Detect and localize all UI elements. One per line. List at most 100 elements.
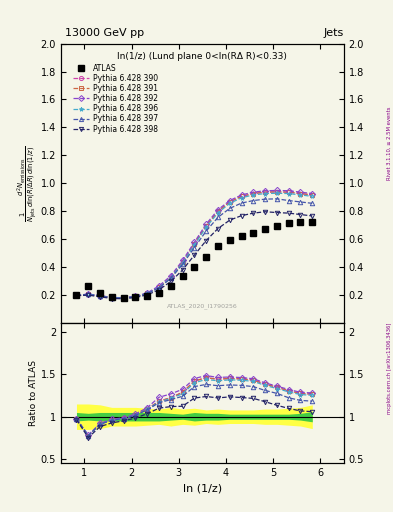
Pythia 6.428 390 bbox=[180, 259, 185, 265]
Pythia 6.428 392 bbox=[239, 192, 244, 198]
ATLAS bbox=[180, 273, 185, 279]
ATLAS bbox=[133, 294, 138, 300]
Pythia 6.428 391 bbox=[286, 189, 291, 195]
Pythia 6.428 398 bbox=[204, 238, 209, 244]
Pythia 6.428 397 bbox=[251, 198, 256, 204]
Pythia 6.428 396 bbox=[86, 291, 91, 297]
Pythia 6.428 398 bbox=[86, 292, 91, 298]
Pythia 6.428 391 bbox=[251, 190, 256, 197]
Pythia 6.428 390 bbox=[169, 274, 173, 281]
Pythia 6.428 398 bbox=[157, 287, 162, 293]
Pythia 6.428 396 bbox=[169, 275, 173, 281]
Pythia 6.428 397 bbox=[263, 196, 268, 202]
Pythia 6.428 392 bbox=[121, 295, 126, 301]
Pythia 6.428 396 bbox=[180, 260, 185, 266]
Pythia 6.428 398 bbox=[169, 279, 173, 285]
Pythia 6.428 396 bbox=[286, 190, 291, 197]
ATLAS bbox=[169, 283, 173, 289]
Pythia 6.428 392 bbox=[286, 188, 291, 194]
Pythia 6.428 397 bbox=[286, 198, 291, 204]
Pythia 6.428 391 bbox=[216, 208, 220, 215]
ATLAS bbox=[216, 243, 220, 249]
Pythia 6.428 392 bbox=[251, 189, 256, 195]
Pythia 6.428 391 bbox=[310, 192, 315, 198]
ATLAS bbox=[286, 220, 291, 226]
Pythia 6.428 392 bbox=[310, 190, 315, 197]
Pythia 6.428 397 bbox=[192, 245, 197, 251]
Pythia 6.428 391 bbox=[204, 223, 209, 229]
Pythia 6.428 398 bbox=[239, 212, 244, 219]
Pythia 6.428 390 bbox=[192, 241, 197, 247]
ATLAS bbox=[228, 237, 232, 243]
Pythia 6.428 397 bbox=[216, 214, 220, 220]
Pythia 6.428 396 bbox=[298, 192, 303, 198]
Pythia 6.428 396 bbox=[74, 292, 79, 298]
ATLAS bbox=[263, 225, 268, 231]
ATLAS bbox=[145, 293, 150, 299]
Text: ATLAS_2020_I1790256: ATLAS_2020_I1790256 bbox=[167, 304, 238, 309]
Pythia 6.428 392 bbox=[86, 291, 91, 297]
Pythia 6.428 396 bbox=[157, 285, 162, 291]
Pythia 6.428 390 bbox=[263, 189, 268, 195]
Pythia 6.428 392 bbox=[145, 290, 150, 296]
Pythia 6.428 396 bbox=[98, 293, 103, 299]
ATLAS bbox=[251, 230, 256, 236]
Pythia 6.428 397 bbox=[180, 261, 185, 267]
Pythia 6.428 396 bbox=[145, 290, 150, 296]
Pythia 6.428 390 bbox=[228, 199, 232, 205]
Pythia 6.428 392 bbox=[192, 239, 197, 245]
Pythia 6.428 392 bbox=[275, 187, 279, 194]
Pythia 6.428 398 bbox=[251, 210, 256, 216]
Pythia 6.428 391 bbox=[263, 189, 268, 195]
Pythia 6.428 391 bbox=[239, 193, 244, 199]
Pythia 6.428 390 bbox=[157, 284, 162, 290]
Pythia 6.428 396 bbox=[228, 200, 232, 206]
Pythia 6.428 396 bbox=[263, 190, 268, 197]
Pythia 6.428 391 bbox=[121, 295, 126, 301]
Pythia 6.428 397 bbox=[310, 200, 315, 206]
Pythia 6.428 390 bbox=[216, 208, 220, 215]
Pythia 6.428 390 bbox=[286, 189, 291, 195]
Pythia 6.428 397 bbox=[169, 275, 173, 282]
Pythia 6.428 391 bbox=[98, 293, 103, 299]
Pythia 6.428 398 bbox=[216, 225, 220, 231]
Pythia 6.428 397 bbox=[298, 199, 303, 205]
Pythia 6.428 390 bbox=[110, 294, 114, 301]
Pythia 6.428 390 bbox=[98, 293, 103, 299]
Pythia 6.428 392 bbox=[298, 189, 303, 195]
Text: Jets: Jets bbox=[323, 28, 344, 38]
Pythia 6.428 391 bbox=[157, 284, 162, 290]
Pythia 6.428 397 bbox=[121, 295, 126, 301]
Line: Pythia 6.428 390: Pythia 6.428 390 bbox=[74, 189, 314, 300]
Pythia 6.428 392 bbox=[216, 207, 220, 213]
ATLAS bbox=[298, 219, 303, 225]
Pythia 6.428 392 bbox=[98, 293, 103, 299]
ATLAS bbox=[204, 253, 209, 260]
ATLAS bbox=[157, 290, 162, 296]
Y-axis label: $\frac{1}{N_{\rm jets}}\frac{d^2 N_{\rm emissions}}{d\ln(R/\Delta R)\,d\ln(1/z)}: $\frac{1}{N_{\rm jets}}\frac{d^2 N_{\rm … bbox=[16, 145, 39, 222]
Pythia 6.428 391 bbox=[298, 190, 303, 197]
Pythia 6.428 390 bbox=[239, 193, 244, 199]
Pythia 6.428 397 bbox=[145, 290, 150, 296]
Pythia 6.428 397 bbox=[74, 292, 79, 298]
Pythia 6.428 392 bbox=[204, 221, 209, 227]
Pythia 6.428 390 bbox=[74, 292, 79, 298]
Pythia 6.428 398 bbox=[263, 209, 268, 215]
Pythia 6.428 398 bbox=[298, 211, 303, 218]
ATLAS bbox=[74, 292, 79, 298]
Line: Pythia 6.428 391: Pythia 6.428 391 bbox=[74, 189, 314, 300]
Pythia 6.428 398 bbox=[275, 209, 279, 216]
Pythia 6.428 396 bbox=[204, 224, 209, 230]
Pythia 6.428 396 bbox=[239, 195, 244, 201]
Pythia 6.428 398 bbox=[98, 294, 103, 300]
Pythia 6.428 392 bbox=[133, 293, 138, 300]
Pythia 6.428 390 bbox=[86, 291, 91, 297]
Pythia 6.428 391 bbox=[180, 259, 185, 265]
Pythia 6.428 392 bbox=[180, 258, 185, 264]
Pythia 6.428 391 bbox=[228, 199, 232, 205]
Pythia 6.428 391 bbox=[169, 274, 173, 281]
Pythia 6.428 397 bbox=[86, 291, 91, 297]
Pythia 6.428 390 bbox=[310, 192, 315, 198]
Pythia 6.428 396 bbox=[275, 190, 279, 196]
Line: Pythia 6.428 398: Pythia 6.428 398 bbox=[74, 209, 314, 301]
